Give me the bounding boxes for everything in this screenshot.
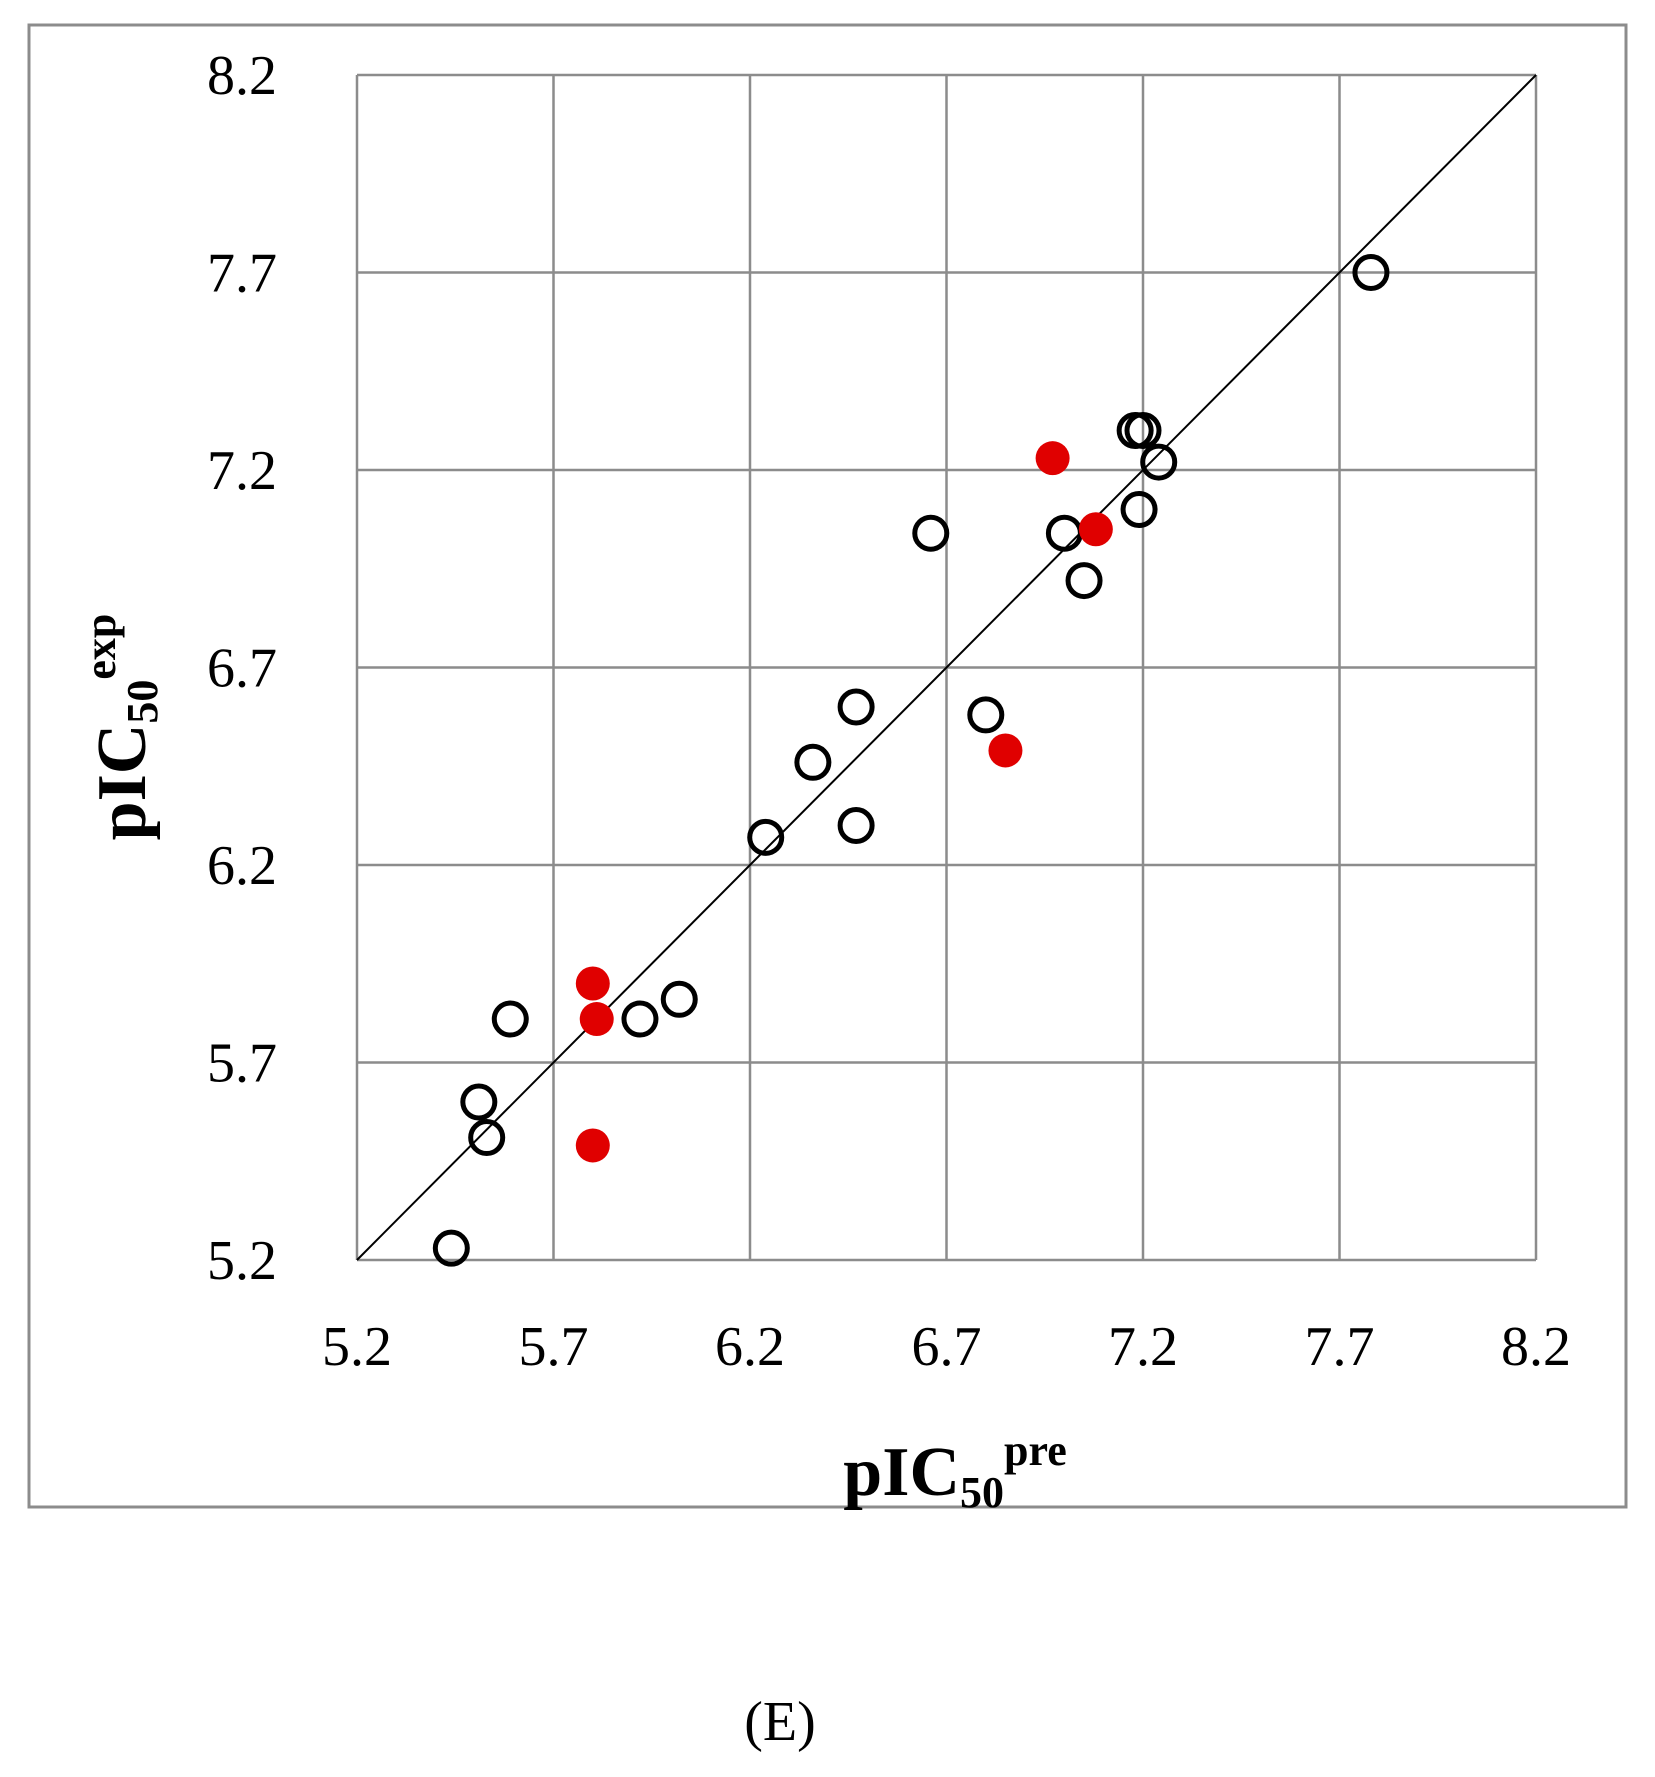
open-point-1 (460, 1083, 498, 1121)
y-axis-title-sup: exp (76, 614, 125, 680)
y-tick-label-2: 6.2 (207, 835, 277, 897)
open-point-13 (1065, 562, 1103, 600)
x-axis-title-main: pIC (843, 1434, 960, 1511)
x-axis-title-sub: 50 (960, 1468, 1004, 1517)
data-points (432, 254, 1390, 1267)
open-point-10 (912, 514, 950, 552)
reference-line (356, 74, 1537, 1261)
open-point-18 (1352, 254, 1390, 291)
diagonal-line (356, 74, 1537, 1261)
open-point-8 (837, 807, 875, 844)
y-axis-title-sub: 50 (118, 680, 167, 724)
x-tick-label-2: 6.2 (715, 1316, 785, 1378)
x-tick-label-0: 5.2 (322, 1316, 392, 1378)
open-point-4 (621, 1000, 659, 1038)
filled-point-4 (1035, 441, 1070, 476)
open-point-9 (837, 688, 875, 726)
y-tick-label-1: 5.7 (207, 1033, 277, 1095)
y-tick-label-6: 8.2 (207, 45, 277, 107)
y-tick-label-0: 5.2 (207, 1230, 277, 1292)
x-tick-label-6: 8.2 (1501, 1316, 1571, 1378)
panel-label: (E) (744, 1691, 816, 1753)
tick-labels: 5.2 5.7 6.2 6.7 7.2 7.7 8.2 5.2 5.7 6.2 6.7 7.2 7.7 8… (207, 45, 1571, 1378)
y-axis-title: pIC50exp (76, 614, 167, 841)
y-axis-title-main: pIC (84, 724, 161, 841)
x-tick-label-1: 5.7 (519, 1316, 589, 1378)
filled-point-2 (575, 1128, 610, 1163)
open-point-2 (468, 1119, 506, 1157)
y-tick-label-5: 7.7 (207, 243, 277, 305)
x-axis-title-sup: pre (1004, 1426, 1067, 1475)
open-point-16 (1120, 491, 1158, 528)
open-point-5 (660, 980, 698, 1018)
filled-point-1 (579, 1002, 614, 1037)
open-point-0 (432, 1229, 470, 1267)
y-tick-label-3: 6.7 (207, 638, 277, 700)
x-tick-label-5: 7.7 (1305, 1316, 1375, 1378)
filled-point-0 (575, 966, 610, 1001)
y-tick-label-4: 7.2 (207, 440, 277, 502)
open-point-15 (1124, 412, 1162, 449)
open-point-17 (1140, 443, 1178, 481)
filled-point-5 (1078, 512, 1113, 547)
open-point-7 (794, 743, 832, 781)
open-point-6 (747, 818, 785, 856)
x-tick-label-3: 6.7 (912, 1316, 982, 1378)
x-axis-title: pIC50pre (843, 1426, 1066, 1517)
filled-point-3 (988, 733, 1023, 768)
open-point-11 (967, 696, 1005, 734)
open-point-3 (491, 1000, 529, 1038)
x-tick-label-4: 7.2 (1108, 1316, 1178, 1378)
